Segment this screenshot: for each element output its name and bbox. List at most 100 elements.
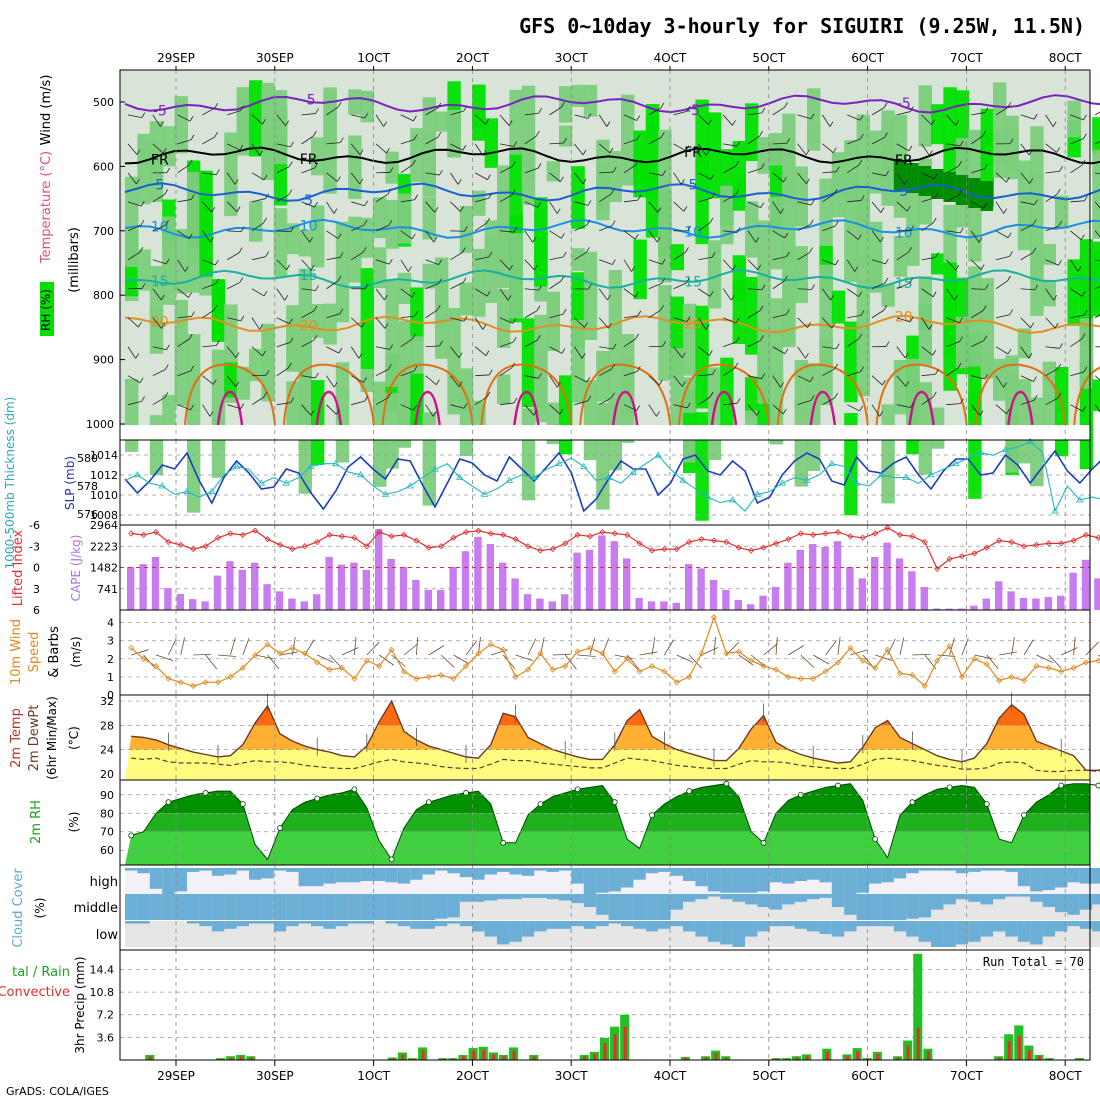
wind-barb-flag	[462, 247, 466, 253]
rh-cell	[732, 280, 746, 302]
wind-barb-flag	[835, 259, 839, 266]
cloud-cell	[608, 894, 622, 920]
wind-barb	[623, 315, 638, 319]
wind-barb	[896, 346, 906, 359]
cloud-cell	[286, 921, 300, 927]
thickness-marker	[505, 476, 514, 483]
cloud-cell	[187, 868, 200, 872]
thickness-marker	[976, 448, 985, 455]
wind-barb-flag	[166, 344, 170, 350]
wind-barb-flag	[786, 138, 791, 144]
wind-barb	[797, 375, 811, 383]
wind-barb-flag	[560, 275, 565, 282]
thickness-marker	[604, 473, 613, 481]
wind-barb-flag	[437, 132, 442, 138]
cloud-cell	[757, 894, 771, 907]
cape-bar	[672, 602, 680, 610]
rh-marker	[946, 784, 953, 791]
wind-barb-flag	[708, 350, 713, 356]
wind-barb-flag	[240, 403, 244, 409]
thickness-slp-panel	[120, 437, 1100, 525]
rh-marker	[574, 786, 581, 793]
rh-cell	[993, 358, 1007, 401]
cape-bar	[449, 566, 457, 610]
isotherm-label: FR	[895, 153, 913, 169]
wind-barb	[152, 143, 164, 154]
wind-speed-marker	[859, 657, 866, 664]
temp-fill-band	[125, 749, 1090, 780]
slp-tick-label: 1010	[90, 489, 118, 502]
wind-barb	[326, 256, 341, 261]
rh-cell	[844, 173, 858, 282]
surface-wind-barb	[986, 654, 999, 670]
wind-barb	[1020, 143, 1030, 156]
wind-barb-flag	[582, 178, 587, 185]
cloud-cell	[608, 868, 622, 892]
wind-barb	[177, 230, 190, 239]
cloud-cell	[1067, 894, 1081, 915]
wind-barb	[971, 375, 985, 380]
wind-barb	[1094, 375, 1100, 381]
wind-barb-flag	[709, 291, 714, 297]
rh-cell	[757, 296, 771, 404]
lifted-index-marker	[574, 531, 581, 538]
wind-barb-flag	[338, 347, 343, 354]
rh-cell	[831, 290, 846, 324]
cloud-cell	[224, 868, 238, 875]
cloud-cell	[199, 921, 213, 927]
wind-speed-marker	[624, 655, 631, 662]
wind-barb-flag	[166, 167, 171, 173]
wind-barb-flag	[958, 189, 963, 196]
cloud-cell-bg	[980, 868, 994, 894]
thickness-marker	[456, 473, 464, 481]
wind-barb-flag	[488, 251, 493, 258]
wind-barb-flag	[214, 102, 219, 109]
wind-barb-flag	[263, 217, 267, 224]
rh-cell	[534, 232, 548, 287]
wind-barb-flag	[189, 115, 194, 122]
isotherm-label: 15	[684, 274, 702, 290]
cloud-cell	[286, 868, 300, 872]
wind-barb	[1045, 193, 1058, 203]
precip-convective-bar	[613, 1034, 617, 1060]
lifted-index-marker	[710, 537, 718, 544]
wind-barb	[474, 143, 484, 156]
wind-barb	[202, 259, 216, 266]
wind-barb	[152, 346, 167, 351]
wind-barb	[400, 288, 413, 298]
wind-barb-flag	[139, 247, 144, 253]
wind-barb-flag	[1052, 121, 1057, 127]
wind-barb-flag	[760, 163, 765, 169]
cape-tick-label: 741	[97, 583, 118, 596]
wind-barb	[599, 397, 612, 406]
wind-barb	[946, 194, 959, 203]
rh-cell	[980, 278, 994, 372]
wind-barb-flag	[337, 275, 342, 282]
cloud-cell-bg	[621, 921, 634, 947]
wind-barb	[276, 259, 287, 271]
wind-barb-flag	[810, 199, 815, 206]
lifted-index-marker	[1058, 540, 1065, 547]
cloud-cell	[125, 868, 138, 871]
cloud-cell	[856, 921, 870, 927]
wind-barb	[598, 193, 612, 203]
thickness-marker	[852, 479, 861, 486]
wind-barb-flag	[438, 278, 442, 284]
wind-barb	[301, 167, 315, 174]
wind-barb	[375, 397, 389, 406]
warm-contour	[579, 363, 672, 426]
cloud-cell	[447, 921, 461, 924]
rh-cell	[521, 318, 536, 408]
pressure-tick-label: 1000	[86, 418, 114, 431]
cloud-cell	[819, 921, 833, 934]
cape-bar	[895, 558, 904, 610]
cloud-cell-bg	[546, 894, 560, 920]
cloud-cell	[645, 868, 659, 874]
rh-cell	[187, 171, 201, 261]
wind-speed-marker	[946, 643, 953, 650]
cape-bar	[313, 594, 321, 610]
rh-cell	[348, 216, 362, 283]
wind-barb-flag	[1032, 247, 1037, 253]
wind-barb	[524, 230, 534, 243]
wind-barb-flag	[660, 304, 664, 311]
